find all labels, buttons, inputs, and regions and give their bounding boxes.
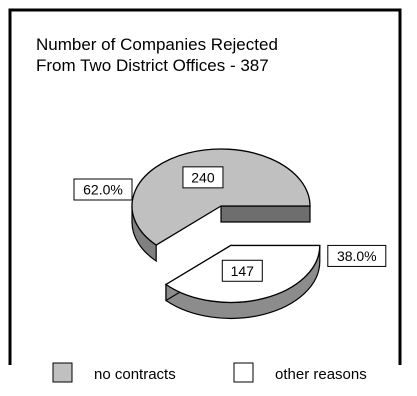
- percent-label-no-contracts: 62.0%: [83, 182, 123, 198]
- legend-swatch-no-contracts: [52, 362, 73, 383]
- percent-label-other-reasons-box: [327, 244, 387, 267]
- legend-label-other-reasons: other reasons: [275, 366, 367, 383]
- value-label-no-contracts-box: [182, 166, 224, 189]
- pie-slice-no-contracts: [131, 148, 311, 246]
- chart-border: [8, 8, 402, 365]
- pie-chart: 240 147 62.0% 38.0%: [73, 148, 387, 319]
- value-label-other-reasons: 147: [231, 263, 255, 279]
- chart-title-line-1: Number of Companies Rejected: [36, 35, 278, 54]
- value-label-other-reasons-box: [221, 259, 263, 282]
- chart-title-line-2: From Two District Offices - 387: [36, 56, 269, 75]
- legend-swatch-other-reasons: [233, 362, 254, 383]
- pie-wall-no-contracts: [220, 205, 311, 223]
- percent-label-other-reasons: 38.0%: [337, 248, 377, 264]
- legend-label-no-contracts: no contracts: [94, 366, 176, 383]
- percent-label-no-contracts-box: [73, 178, 133, 201]
- chart-title: Number of Companies Rejected From Two Di…: [36, 34, 278, 76]
- legend: [52, 362, 254, 383]
- value-label-no-contracts: 240: [191, 169, 215, 185]
